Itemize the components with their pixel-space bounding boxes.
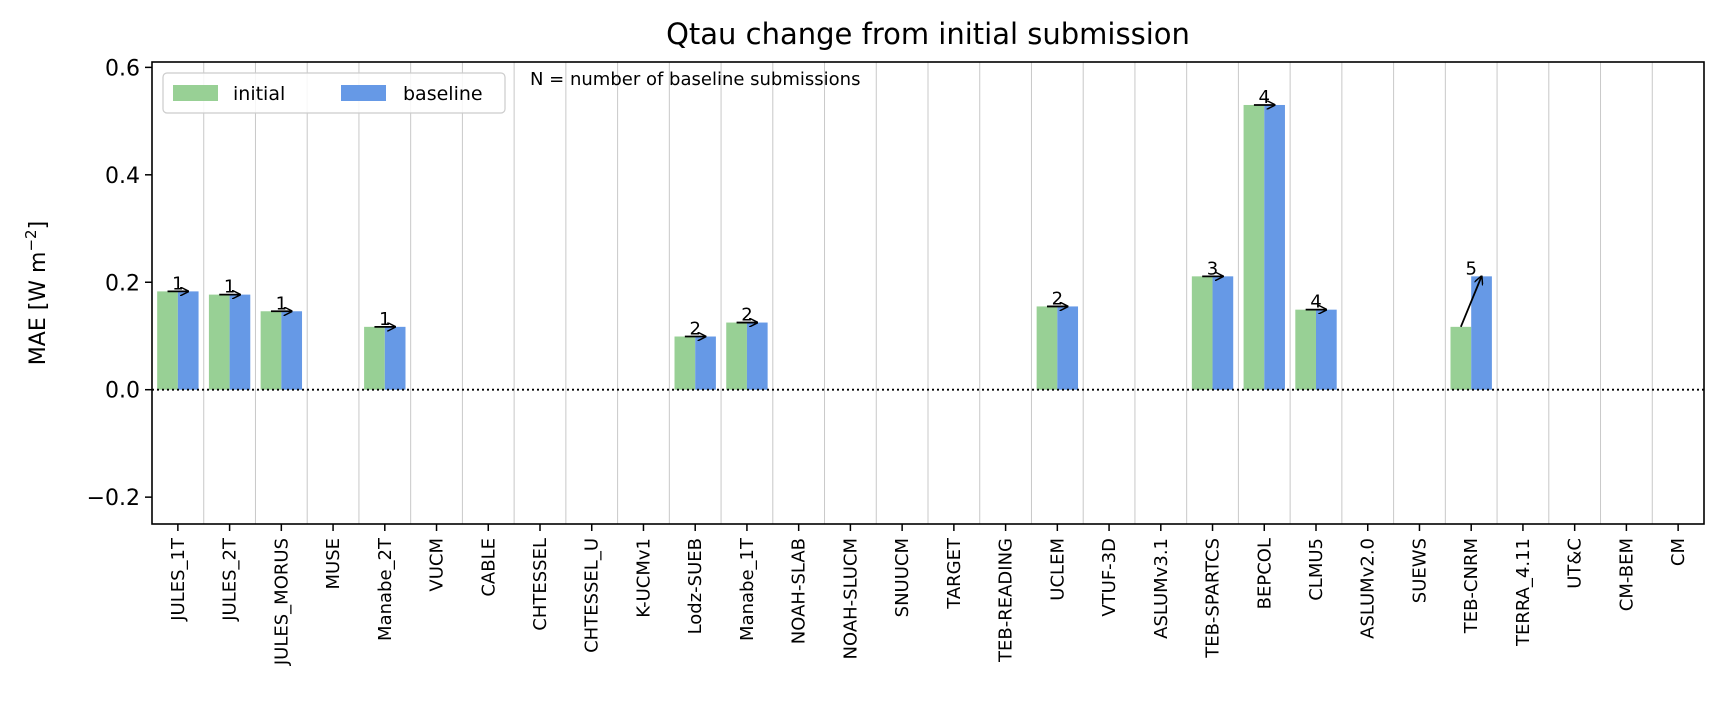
bar-initial [1450, 326, 1472, 390]
n-label: 3 [1207, 258, 1218, 279]
n-label: 5 [1465, 258, 1476, 279]
n-label: 2 [741, 305, 752, 326]
x-tick-label: VTUF-3D [1099, 538, 1120, 617]
y-tick-label: 0.6 [105, 56, 140, 81]
bar-baseline [695, 336, 716, 390]
x-tick-label: Lodz-SUEB [685, 538, 706, 634]
y-axis-label: MAE [W m−2] [22, 221, 51, 365]
bar-baseline [384, 326, 406, 390]
n-labels: 1 1 1 1 2 2 2 3 4 4 5 [172, 87, 1477, 340]
x-tick-label: TEB-CNRM [1461, 538, 1482, 634]
n-label: 4 [1259, 87, 1270, 108]
bar-baseline [1316, 309, 1337, 390]
x-tick-label: CLMU5 [1306, 538, 1327, 601]
x-tick-label: MUSE [323, 538, 344, 590]
n-label: 4 [1310, 292, 1321, 313]
bar-initial [364, 326, 385, 390]
y-tick-label: 0.4 [105, 164, 140, 189]
bar-initial [1036, 306, 1058, 390]
bar-baseline [746, 322, 768, 390]
y-tick-label: −0.2 [87, 486, 140, 511]
bar-baseline [1264, 104, 1285, 390]
legend-swatch-baseline [341, 85, 386, 101]
grid-lines [203, 62, 1653, 524]
plot-frame [151, 61, 1705, 525]
x-tick-label: JULES_2T [220, 537, 241, 622]
bar-baseline [1471, 276, 1492, 390]
x-tick-label: JULES_MORUS [271, 538, 292, 666]
chart-title: Qtau change from initial submission [666, 17, 1190, 51]
x-tick-label: BEPCOL [1254, 538, 1275, 609]
x-tick-label: JULES_1T [168, 537, 189, 622]
x-tick-label: SNUUCM [892, 538, 913, 617]
x-tick-label: CABLE [478, 538, 499, 597]
bar-initial [674, 336, 696, 390]
bar-baseline [1057, 306, 1079, 390]
legend-label-initial: initial [233, 83, 285, 105]
x-tick-label: NOAH-SLAB [789, 538, 810, 644]
bar-initial [1295, 309, 1316, 390]
x-tick-label: ASLUMv2.0 [1358, 538, 1379, 639]
n-label: 1 [172, 273, 183, 294]
x-tick-label: Manabe_2T [375, 537, 396, 641]
x-tick-label: UCLEM [1047, 538, 1068, 601]
x-tick-label: TEB-READING [996, 538, 1017, 663]
x-tick-label: UT&C [1565, 538, 1586, 589]
annotation-note: N = number of baseline submissions [530, 69, 860, 90]
legend-label-baseline: baseline [403, 83, 483, 105]
bar-baseline [229, 294, 251, 390]
x-tick-label: TERRA_4.11 [1513, 538, 1534, 647]
bar-initial [260, 311, 282, 390]
legend: initial baseline [162, 72, 506, 114]
x-tick-label: Manabe_1T [737, 537, 758, 641]
change-arrows [167, 105, 1482, 337]
legend-swatch-initial [173, 85, 218, 101]
y-tick-label: 0.2 [105, 271, 140, 296]
bar-baseline [281, 311, 303, 390]
x-tick-label: TARGET [944, 537, 965, 610]
bar-initial [157, 291, 178, 390]
bar-initial [726, 322, 747, 390]
bar-baseline [1212, 276, 1234, 390]
bars [157, 104, 1492, 390]
n-label: 1 [379, 309, 390, 330]
x-tick-label: TEB-SPARTCS [1203, 538, 1224, 659]
bar-initial [1243, 104, 1265, 390]
x-tick-label: ASLUMv3.1 [1151, 538, 1172, 639]
n-label: 1 [276, 293, 287, 314]
x-tick-label: CM [1668, 538, 1689, 566]
y-tick-label: 0.0 [105, 379, 140, 404]
x-tick-label: K-UCMv1 [633, 538, 654, 618]
x-tick-label: NOAH-SLUCM [840, 538, 861, 660]
bar-baseline [177, 291, 199, 390]
n-label: 1 [224, 277, 235, 298]
y-axis-ticks: −0.2 0.0 0.2 0.4 0.6 [87, 56, 152, 511]
x-tick-label: SUEWS [1409, 538, 1430, 603]
x-tick-label: CHTESSEL [530, 538, 551, 631]
n-label: 2 [1052, 288, 1063, 309]
legend-box [162, 72, 506, 114]
x-tick-label: CHTESSEL_U [582, 538, 603, 653]
bar-initial [1191, 276, 1213, 390]
x-tick-label: VUCM [427, 538, 448, 592]
x-tick-label: CM-BEM [1616, 538, 1637, 611]
change-arrow [1460, 276, 1482, 328]
x-axis-ticks: JULES_1T JULES_2T JULES_MORUS MUSE Manabe_2T… [168, 524, 1689, 666]
n-label: 2 [689, 319, 700, 340]
bar-initial [208, 294, 230, 390]
